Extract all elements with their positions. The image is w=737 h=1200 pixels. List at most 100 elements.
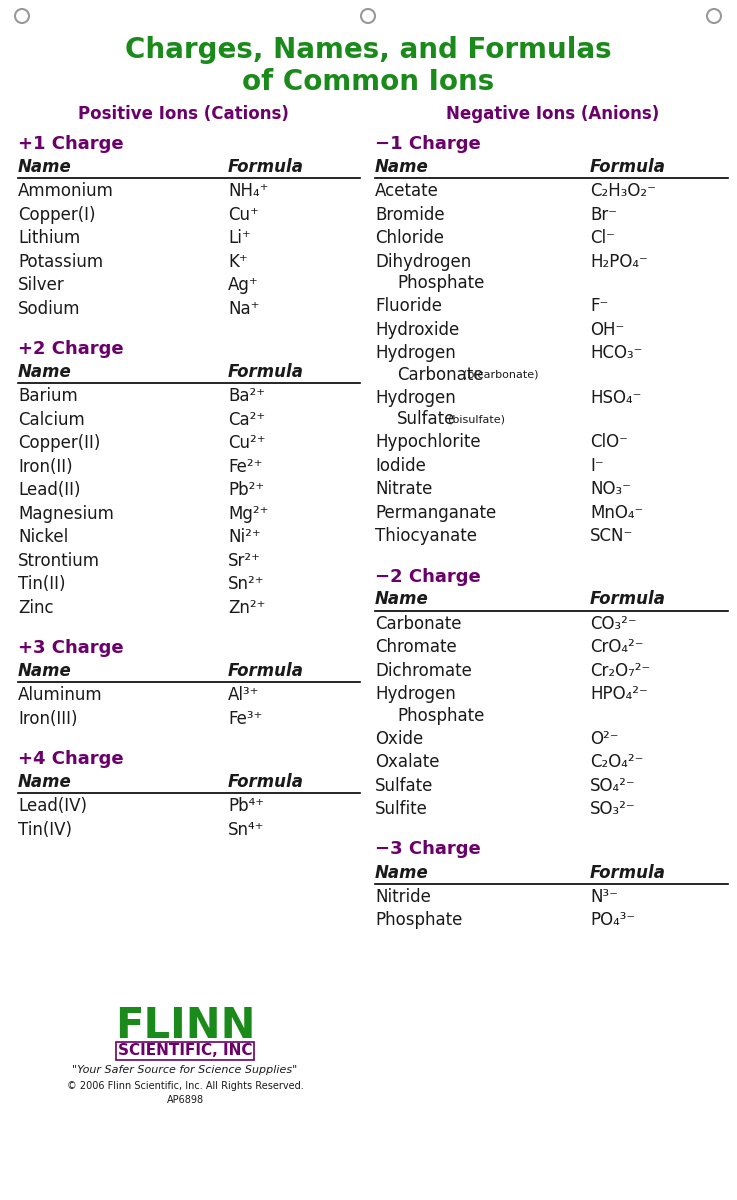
Text: HCO₃⁻: HCO₃⁻ bbox=[590, 344, 643, 362]
Text: +4 Charge: +4 Charge bbox=[18, 750, 124, 768]
Text: Iron(III): Iron(III) bbox=[18, 709, 77, 727]
Text: HPO₄²⁻: HPO₄²⁻ bbox=[590, 685, 648, 703]
Text: Name: Name bbox=[375, 158, 429, 176]
Text: Dihydrogen: Dihydrogen bbox=[375, 253, 471, 271]
Text: Chloride: Chloride bbox=[375, 229, 444, 247]
Text: C₂H₃O₂⁻: C₂H₃O₂⁻ bbox=[590, 182, 656, 200]
Text: Ni²⁺: Ni²⁺ bbox=[228, 528, 261, 546]
Text: Formula: Formula bbox=[228, 158, 304, 176]
Text: −1 Charge: −1 Charge bbox=[375, 134, 481, 152]
Text: AP6898: AP6898 bbox=[167, 1094, 203, 1105]
Text: Copper(II): Copper(II) bbox=[18, 434, 100, 452]
Text: I⁻: I⁻ bbox=[590, 457, 604, 475]
Text: Phosphate: Phosphate bbox=[397, 275, 484, 293]
Text: Cr₂O₇²⁻: Cr₂O₇²⁻ bbox=[590, 661, 650, 679]
Text: Lithium: Lithium bbox=[18, 229, 80, 247]
Text: Hypochlorite: Hypochlorite bbox=[375, 433, 481, 451]
Text: Cl⁻: Cl⁻ bbox=[590, 229, 615, 247]
Text: Nickel: Nickel bbox=[18, 528, 69, 546]
Text: Ba²⁺: Ba²⁺ bbox=[228, 388, 265, 406]
Text: Sn²⁺: Sn²⁺ bbox=[228, 575, 265, 593]
Text: Sn⁴⁺: Sn⁴⁺ bbox=[228, 821, 265, 839]
Text: HSO₄⁻: HSO₄⁻ bbox=[590, 389, 641, 407]
Text: Formula: Formula bbox=[228, 773, 304, 791]
Text: Fe³⁺: Fe³⁺ bbox=[228, 709, 262, 727]
Text: Name: Name bbox=[375, 590, 429, 608]
Text: Sr²⁺: Sr²⁺ bbox=[228, 552, 261, 570]
Text: Silver: Silver bbox=[18, 276, 65, 294]
Text: Lead(II): Lead(II) bbox=[18, 481, 80, 499]
Text: NH₄⁺: NH₄⁺ bbox=[228, 182, 268, 200]
Text: PO₄³⁻: PO₄³⁻ bbox=[590, 911, 635, 929]
Text: Formula: Formula bbox=[590, 590, 666, 608]
Text: (bisulfate): (bisulfate) bbox=[448, 414, 505, 425]
Text: Permanganate: Permanganate bbox=[375, 504, 496, 522]
Text: Formula: Formula bbox=[590, 158, 666, 176]
Text: Acetate: Acetate bbox=[375, 182, 439, 200]
Text: Name: Name bbox=[375, 864, 429, 882]
Text: Oxalate: Oxalate bbox=[375, 754, 439, 772]
Text: Calcium: Calcium bbox=[18, 410, 85, 428]
Text: Al³⁺: Al³⁺ bbox=[228, 686, 259, 704]
Text: Tin(IV): Tin(IV) bbox=[18, 821, 72, 839]
Text: +1 Charge: +1 Charge bbox=[18, 134, 124, 152]
Text: Carbonate: Carbonate bbox=[375, 614, 461, 632]
Text: SO₄²⁻: SO₄²⁻ bbox=[590, 776, 635, 794]
Text: Br⁻: Br⁻ bbox=[590, 205, 617, 223]
Text: Cu²⁺: Cu²⁺ bbox=[228, 434, 265, 452]
Text: Cu⁺: Cu⁺ bbox=[228, 205, 259, 223]
Text: ClO⁻: ClO⁻ bbox=[590, 433, 628, 451]
Text: OH⁻: OH⁻ bbox=[590, 320, 624, 338]
Text: CO₃²⁻: CO₃²⁻ bbox=[590, 614, 637, 632]
Text: −3 Charge: −3 Charge bbox=[375, 840, 481, 858]
Text: Ca²⁺: Ca²⁺ bbox=[228, 410, 265, 428]
Text: Carbonate: Carbonate bbox=[397, 366, 483, 384]
Text: Hydrogen: Hydrogen bbox=[375, 389, 455, 407]
Text: H₂PO₄⁻: H₂PO₄⁻ bbox=[590, 253, 648, 271]
Text: Chromate: Chromate bbox=[375, 638, 457, 656]
Text: Dichromate: Dichromate bbox=[375, 661, 472, 679]
Text: CrO₄²⁻: CrO₄²⁻ bbox=[590, 638, 643, 656]
Text: Name: Name bbox=[18, 773, 71, 791]
Text: Sulfate: Sulfate bbox=[397, 410, 455, 428]
Text: Nitride: Nitride bbox=[375, 888, 431, 906]
Text: Formula: Formula bbox=[228, 362, 304, 382]
Text: Sodium: Sodium bbox=[18, 300, 80, 318]
Text: Hydroxide: Hydroxide bbox=[375, 320, 459, 338]
Text: Iron(II): Iron(II) bbox=[18, 457, 73, 475]
Text: SCN⁻: SCN⁻ bbox=[590, 527, 633, 545]
Text: Ammonium: Ammonium bbox=[18, 182, 114, 200]
Text: FLINN: FLINN bbox=[115, 1006, 255, 1046]
Text: Hydrogen: Hydrogen bbox=[375, 344, 455, 362]
Text: Potassium: Potassium bbox=[18, 253, 103, 271]
Text: Formula: Formula bbox=[228, 662, 304, 680]
Text: NO₃⁻: NO₃⁻ bbox=[590, 480, 631, 498]
Text: Charges, Names, and Formulas: Charges, Names, and Formulas bbox=[125, 36, 612, 64]
Text: Barium: Barium bbox=[18, 388, 77, 406]
Text: Name: Name bbox=[18, 662, 71, 680]
Text: Negative Ions (Anions): Negative Ions (Anions) bbox=[447, 104, 660, 122]
Text: Pb²⁺: Pb²⁺ bbox=[228, 481, 265, 499]
Text: Aluminum: Aluminum bbox=[18, 686, 102, 704]
Text: Fluoride: Fluoride bbox=[375, 298, 442, 316]
Text: Pb⁴⁺: Pb⁴⁺ bbox=[228, 797, 264, 815]
Text: Strontium: Strontium bbox=[18, 552, 100, 570]
Text: Name: Name bbox=[18, 158, 71, 176]
Text: C₂O₄²⁻: C₂O₄²⁻ bbox=[590, 754, 643, 772]
Text: Thiocyanate: Thiocyanate bbox=[375, 527, 477, 545]
Text: Lead(IV): Lead(IV) bbox=[18, 797, 87, 815]
Text: Positive Ions (Cations): Positive Ions (Cations) bbox=[77, 104, 288, 122]
Text: Li⁺: Li⁺ bbox=[228, 229, 251, 247]
Text: +3 Charge: +3 Charge bbox=[18, 638, 124, 658]
Text: Phosphate: Phosphate bbox=[375, 911, 462, 929]
Text: Formula: Formula bbox=[590, 864, 666, 882]
Text: (bicarbonate): (bicarbonate) bbox=[463, 370, 538, 380]
Text: Iodide: Iodide bbox=[375, 457, 426, 475]
Text: Name: Name bbox=[18, 362, 71, 382]
Text: Nitrate: Nitrate bbox=[375, 480, 433, 498]
Text: MnO₄⁻: MnO₄⁻ bbox=[590, 504, 643, 522]
Text: Zn²⁺: Zn²⁺ bbox=[228, 599, 265, 617]
Text: Sulfate: Sulfate bbox=[375, 776, 433, 794]
Text: of Common Ions: of Common Ions bbox=[242, 68, 495, 96]
Text: Tin(II): Tin(II) bbox=[18, 575, 66, 593]
